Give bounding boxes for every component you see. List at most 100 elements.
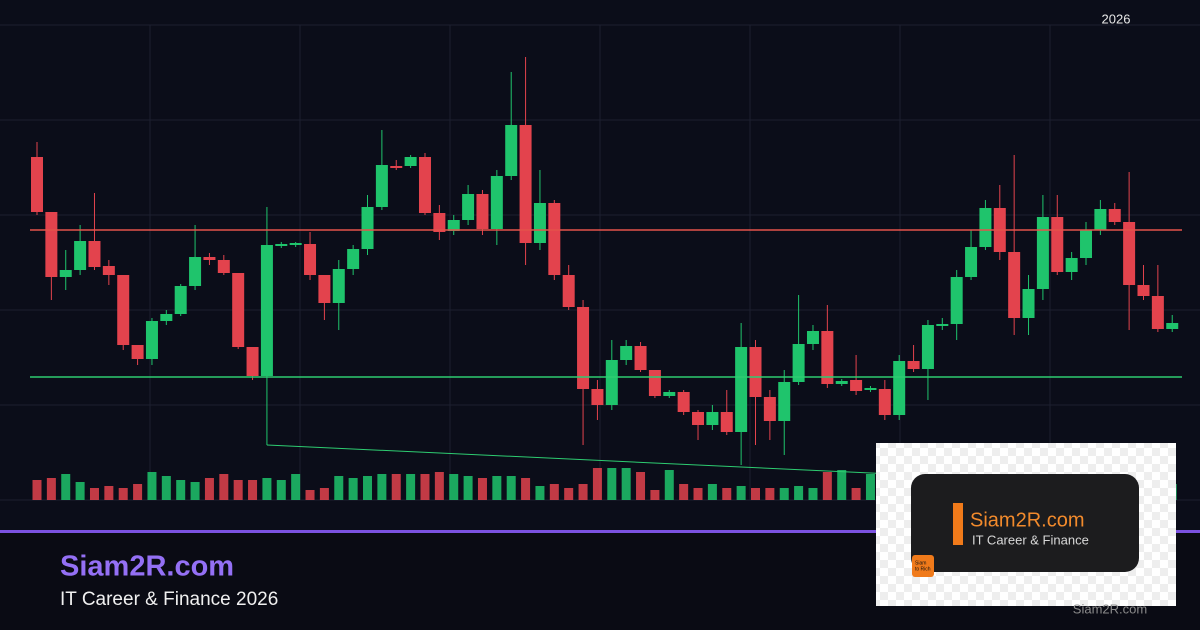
volume-bar (118, 488, 128, 500)
candle-body (304, 244, 317, 275)
candle-body (763, 397, 776, 421)
volume-bar (592, 468, 602, 500)
candle-body (361, 207, 374, 249)
candle-body (1022, 289, 1035, 318)
volume-bar (147, 472, 157, 500)
site-name: Siam2R.com (60, 551, 234, 583)
candle-body (835, 381, 848, 384)
candle-body (117, 275, 130, 345)
volume-bar (736, 486, 746, 500)
volume-bar (664, 470, 674, 500)
volume-bar (319, 488, 329, 500)
candle-body (562, 275, 575, 307)
candle-body (749, 347, 762, 397)
volume-bar (32, 480, 42, 500)
logo-name: Siam2R.com (970, 509, 1084, 531)
volume-bar (535, 486, 545, 500)
logo-bar (953, 503, 963, 545)
candle-body (332, 269, 345, 303)
candle-body (433, 213, 446, 232)
candle-body (490, 176, 503, 229)
candle-body (548, 203, 561, 275)
candle-body (1108, 209, 1121, 222)
candle-body (648, 370, 661, 396)
candle-body (979, 208, 992, 247)
candle-body (907, 361, 920, 369)
volume-bar (693, 488, 703, 500)
year-label: 2026 (1102, 11, 1131, 26)
candle-body (74, 241, 87, 270)
candle-body (174, 286, 187, 314)
volume-bar (707, 484, 717, 500)
candle-body (1008, 252, 1021, 318)
watermark: Siam2R.com (1073, 601, 1147, 616)
candle-body (921, 325, 934, 369)
candle-body (1137, 285, 1150, 296)
candle-body (864, 388, 877, 390)
candle-body (1094, 209, 1107, 230)
volume-bar (363, 476, 373, 500)
candle-body (533, 203, 546, 243)
volume-bar (89, 488, 99, 500)
candle-body (318, 275, 331, 303)
volume-bar (521, 478, 531, 500)
candle-body (1065, 258, 1078, 272)
volume-bar (636, 472, 646, 500)
badge-text: to Rich (915, 566, 931, 572)
candle-body (160, 314, 173, 321)
volume-bar (61, 474, 71, 500)
logo-tagline: IT Career & Finance (972, 532, 1089, 547)
candle-body (806, 331, 819, 344)
candle-body (88, 241, 101, 267)
candle-body (1123, 222, 1136, 285)
volume-bar (190, 482, 200, 500)
candle-body (950, 277, 963, 324)
candle-body (418, 157, 431, 213)
candle-body (246, 347, 259, 376)
candle-body (1036, 217, 1049, 289)
volume-bar (391, 474, 401, 500)
candle-body (145, 321, 158, 359)
candle-body (821, 331, 834, 384)
candle-body (45, 212, 58, 277)
candle-body (735, 347, 748, 432)
candle-body (390, 166, 403, 168)
volume-bar (176, 480, 186, 500)
candle-body (275, 244, 288, 246)
volume-bar (621, 468, 631, 500)
volume-bar (492, 476, 502, 500)
candle-body (620, 346, 633, 360)
candle-body (1051, 217, 1064, 272)
volume-bar (291, 474, 301, 500)
volume-bar (650, 490, 660, 500)
vertical-grid (149, 25, 1051, 500)
volume-bar (248, 480, 258, 500)
volume-bar (578, 484, 588, 500)
volume-bar (564, 488, 574, 500)
badge-text: Siam (915, 560, 926, 566)
logo-card: Siam2R.com IT Career & Finance Siam to R… (876, 443, 1176, 606)
candle-body (1080, 230, 1093, 258)
candle-body (778, 382, 791, 421)
candle-body (706, 412, 719, 425)
candle-body (289, 243, 302, 245)
candle-body (404, 157, 417, 166)
candle-body (634, 346, 647, 370)
candle-body (31, 157, 43, 212)
candle-body (878, 389, 891, 415)
volume-bar (679, 484, 689, 500)
volume-bar (822, 472, 832, 500)
volume-bar (420, 474, 430, 500)
tagline: IT Career & Finance 2026 (60, 589, 278, 610)
volume-bar (607, 468, 617, 500)
candle-body (792, 344, 805, 382)
candle-body (663, 392, 676, 396)
volume-bar (233, 480, 243, 500)
candle-body (893, 361, 906, 415)
volume-bar (133, 484, 143, 500)
volume-bar (549, 484, 559, 500)
badge (912, 555, 934, 577)
volume-bar (46, 478, 56, 500)
candle-body (347, 249, 360, 269)
